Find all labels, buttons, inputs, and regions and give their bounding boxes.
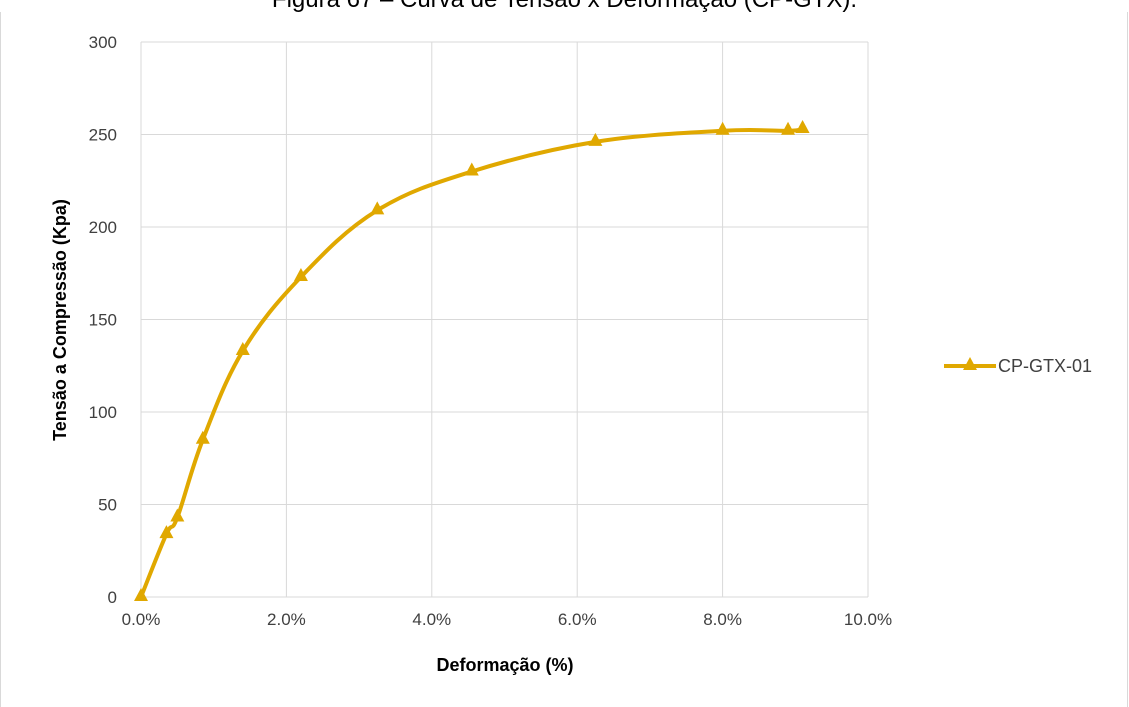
series-layer bbox=[134, 119, 810, 601]
x-tick-label: 10.0% bbox=[844, 610, 892, 629]
legend-series-label: CP-GTX-01 bbox=[998, 356, 1092, 376]
y-tick-label: 250 bbox=[89, 126, 117, 145]
y-tick-label: 100 bbox=[89, 403, 117, 422]
x-tick-label: 2.0% bbox=[267, 610, 306, 629]
data-point bbox=[293, 267, 308, 281]
x-tick-label: 0.0% bbox=[122, 610, 161, 629]
y-tick-label: 0 bbox=[108, 588, 117, 607]
data-point bbox=[795, 119, 810, 133]
data-point bbox=[159, 525, 174, 539]
legend: CP-GTX-01 bbox=[944, 356, 1092, 376]
x-tick-label: 8.0% bbox=[703, 610, 742, 629]
y-tick-label: 200 bbox=[89, 218, 117, 237]
series-line bbox=[139, 126, 805, 599]
data-point bbox=[715, 121, 730, 135]
x-tick-labels: 0.0% 2.0% 4.0% 6.0% 8.0% 10.0% bbox=[122, 610, 892, 629]
data-point bbox=[170, 508, 185, 522]
data-point bbox=[370, 201, 385, 215]
y-axis-label: Tensão a Compressão (Kpa) bbox=[50, 199, 70, 441]
data-point bbox=[588, 132, 603, 146]
y-tick-label: 300 bbox=[89, 33, 117, 52]
y-tick-labels: 0 50 100 150 200 250 300 bbox=[89, 33, 117, 607]
figure-caption: Figura 67 – Curva de Tensão x Deformação… bbox=[0, 0, 1129, 14]
data-point bbox=[134, 588, 148, 601]
data-point bbox=[195, 430, 210, 444]
y-tick-label: 50 bbox=[98, 496, 117, 515]
data-point bbox=[781, 121, 796, 135]
y-tick-label: 150 bbox=[89, 311, 117, 330]
x-tick-label: 4.0% bbox=[412, 610, 451, 629]
legend-marker-triangle-icon bbox=[963, 357, 977, 370]
gridlines bbox=[140, 41, 869, 597]
data-point bbox=[464, 162, 479, 176]
x-tick-label: 6.0% bbox=[558, 610, 597, 629]
x-axis-label: Deformação (%) bbox=[436, 655, 573, 675]
data-point bbox=[235, 341, 250, 355]
